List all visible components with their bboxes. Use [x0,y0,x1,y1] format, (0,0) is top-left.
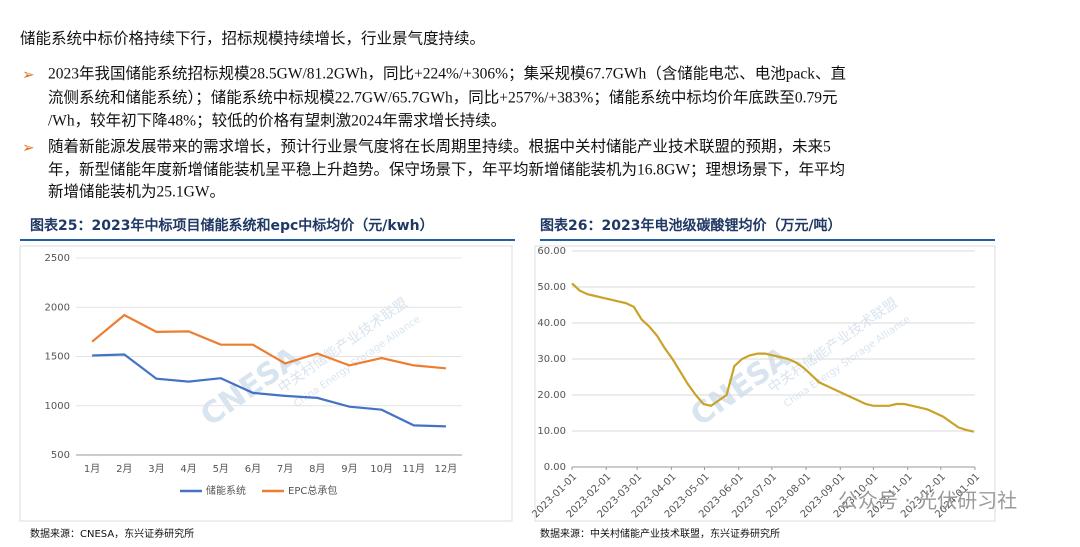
x-tick-label: 5月 [213,463,229,475]
chart-title: 图表26：2023年电池级碳酸锂均价（万元/吨） [540,217,842,234]
y-tick-label: 2500 [45,253,70,264]
y-tick-label: 0.00 [544,462,566,473]
watermark-account: 公众号 · 光伏研习社 [838,489,1017,513]
y-tick-label: 20.00 [537,390,566,401]
legend-label: 储能系统 [206,484,246,497]
data-line [92,353,446,428]
chart-frame [19,245,513,522]
bullet-line: 流侧系统和储能系统）；储能系统中标规模22.7GW/65.7GWh，同比+257… [48,89,837,107]
watermark: 中关村储能产业技术联盟 [765,295,900,396]
y-tick-label: 50.00 [537,282,566,293]
y-tick-label: 40.00 [537,318,566,329]
x-tick-label: 10月 [370,463,393,475]
y-tick-label: 30.00 [537,354,566,365]
x-tick-label: 3月 [148,463,164,475]
x-tick-label: 12月 [435,463,458,475]
bullet-arrow: ➢ [22,66,35,84]
watermark: 中关村储能产业技术联盟 [275,295,410,396]
bullet-line: 2023年我国储能系统招标规模28.5GW/81.2GWh，同比+224%/+3… [48,65,846,83]
x-tick-label: 4月 [180,463,196,475]
y-tick-label: 500 [51,450,70,461]
legend-label: EPC总承包 [288,484,337,497]
y-tick-label: 10.00 [537,426,566,437]
chart-frame [534,245,996,522]
x-tick-label: 7月 [277,463,293,475]
bullet-line: /Wh，较年初下降48%；较低的价格有望刺激2024年需求增长持续。 [48,112,506,130]
bullet-line: 新增储能装机为25.1GW。 [48,183,225,201]
x-tick-label: 9月 [341,463,357,475]
bullet-line: 年，新型储能年度新增储能装机呈平稳上升趋势。保守场景下，年平均新增储能装机为16… [48,161,845,179]
data-line [571,282,975,433]
data-line [91,313,446,370]
heading: 储能系统中标价格持续下行，招标规模持续增长，行业景气度持续。 [20,30,485,48]
y-tick-label: 1500 [45,352,70,363]
bullet-arrow: ➢ [22,139,35,157]
x-tick-label: 6月 [245,463,261,475]
y-tick-label: 2000 [45,302,70,313]
y-tick-label: 1000 [45,401,70,412]
y-tick-label: 60.00 [537,246,566,257]
x-tick-label: 8月 [309,463,325,475]
x-tick-label: 2月 [116,463,132,475]
bullet-line: 随着新能源发展带来的需求增长，预计行业景气度将在长周期里持续。根据中关村储能产业… [48,138,831,156]
source: 数据来源：中关村储能产业技术联盟，东兴证券研究所 [540,527,780,540]
source: 数据来源：CNESA，东兴证券研究所 [30,527,194,540]
chart-title: 图表25：2023年中标项目储能系统和epc中标均价（元/kwh） [30,217,434,234]
x-tick-label: 11月 [402,463,425,475]
x-tick-label: 1月 [84,463,100,475]
